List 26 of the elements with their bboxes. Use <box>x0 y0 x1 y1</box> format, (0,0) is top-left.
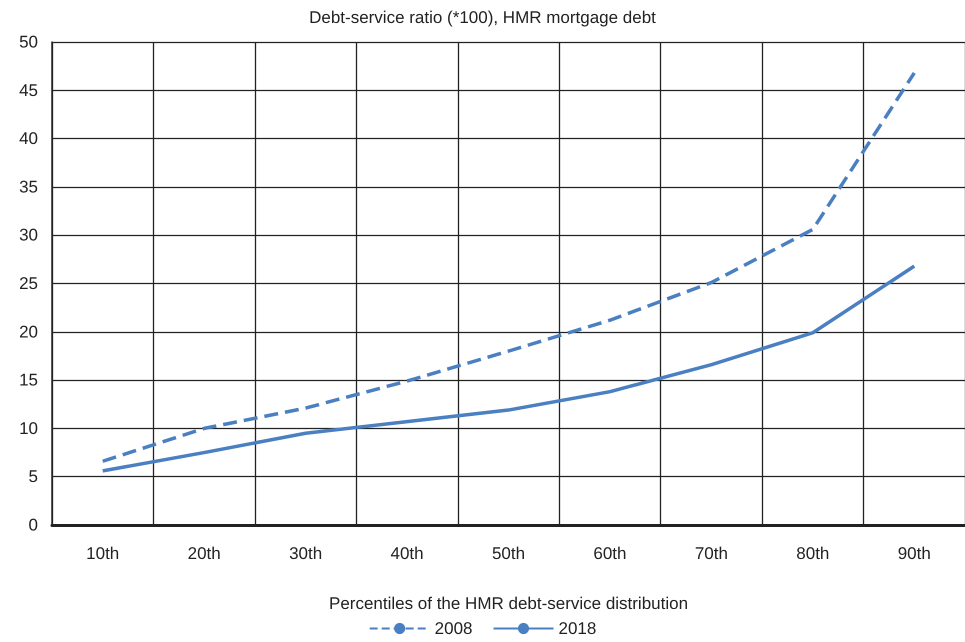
x-tick-label: 50th <box>492 544 526 563</box>
y-tick-label: 30 <box>19 226 38 245</box>
line-series <box>100 264 916 473</box>
x-tick-label: 30th <box>289 544 322 563</box>
x-tick-label: 70th <box>694 544 728 563</box>
x-tick-label: 10th <box>86 544 120 563</box>
y-tick-label: 50 <box>19 32 38 52</box>
x-tick-label: 80th <box>796 544 830 563</box>
legend-label: 2008 <box>434 619 473 638</box>
legend-label: 2018 <box>558 619 596 638</box>
y-tick-label: 5 <box>28 467 38 486</box>
y-tick-label: 0 <box>28 516 38 534</box>
x-tick-label: 40th <box>390 544 424 563</box>
x-tick-label: 20th <box>188 544 221 563</box>
y-tick-label: 15 <box>19 370 38 390</box>
y-tick-label: 10 <box>19 418 38 438</box>
y-tick-label: 40 <box>19 129 38 148</box>
x-tick-label: 60th <box>593 544 626 563</box>
y-tick-label: 20 <box>19 322 38 342</box>
y-tick-label: 45 <box>19 80 38 100</box>
line-series <box>100 71 916 463</box>
x-tick-label: 90th <box>898 544 931 563</box>
chart-title: Debt-service ratio (*100), HMR mortgage debt <box>309 8 656 27</box>
x-axis-title: Percentiles of the HMR debt-service distribution <box>328 594 688 613</box>
y-tick-label: 35 <box>19 177 38 196</box>
y-tick-label: 25 <box>19 274 38 293</box>
